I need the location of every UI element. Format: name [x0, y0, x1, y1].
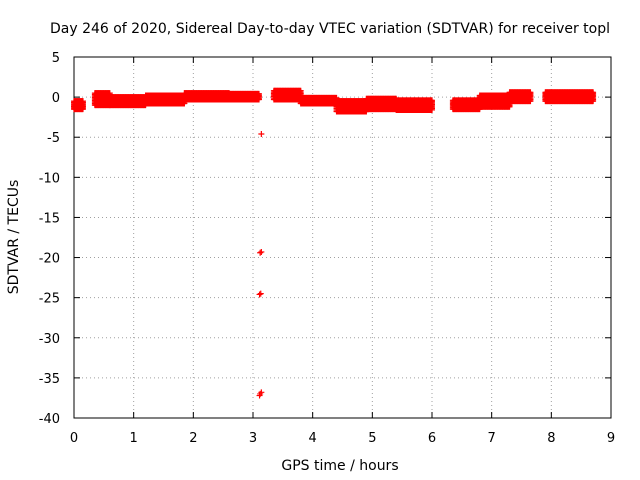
y-tick-label: -25: [39, 292, 60, 307]
y-tick-label: -10: [39, 171, 60, 186]
y-tick-label: -40: [39, 412, 60, 427]
x-tick-label: 1: [130, 431, 138, 446]
axis-ticks: [73, 56, 612, 419]
data-point: [258, 131, 265, 138]
data-point: [257, 390, 264, 397]
data-point: [590, 89, 597, 96]
data-point: [258, 248, 265, 255]
x-tick-label: 8: [547, 431, 555, 446]
y-axis-title: SDTVAR / TECUs: [6, 180, 22, 295]
grid: [74, 57, 611, 418]
data-point: [527, 89, 534, 96]
data-points: [71, 87, 597, 399]
x-tick-label: 7: [488, 431, 496, 446]
data-point: [297, 87, 304, 94]
x-tick-label: 3: [249, 431, 257, 446]
y-tick-label: -15: [39, 211, 60, 226]
x-tick-label: 9: [607, 431, 615, 446]
data-point: [257, 249, 264, 256]
y-tick-labels: 5 0 -5 -10 -15 -20 -25 -30 -35 -40: [39, 51, 60, 427]
y-tick-label: -35: [39, 372, 60, 387]
data-point: [256, 291, 263, 298]
y-tick-label: -20: [39, 252, 60, 267]
data-point: [429, 97, 435, 104]
y-tick-label: 0: [52, 91, 60, 106]
data-point: [257, 290, 264, 297]
x-tick-label: 5: [368, 431, 376, 446]
x-tick-label: 4: [309, 431, 317, 446]
x-tick-label: 6: [428, 431, 436, 446]
y-tick-label: -30: [39, 332, 60, 347]
data-point: [79, 98, 86, 105]
x-axis-title: GPS time / hours: [281, 458, 398, 474]
x-tick-label: 2: [189, 431, 197, 446]
x-tick-label: 0: [70, 431, 78, 446]
data-point: [255, 90, 262, 97]
plot-frame: [73, 56, 612, 419]
y-tick-label: -5: [47, 131, 60, 146]
y-tick-label: 5: [52, 51, 60, 66]
x-tick-labels: 0 1 2 3 4 5 6 7 8 9: [70, 431, 615, 446]
chart-title: Day 246 of 2020, Sidereal Day-to-day VTE…: [50, 21, 610, 37]
